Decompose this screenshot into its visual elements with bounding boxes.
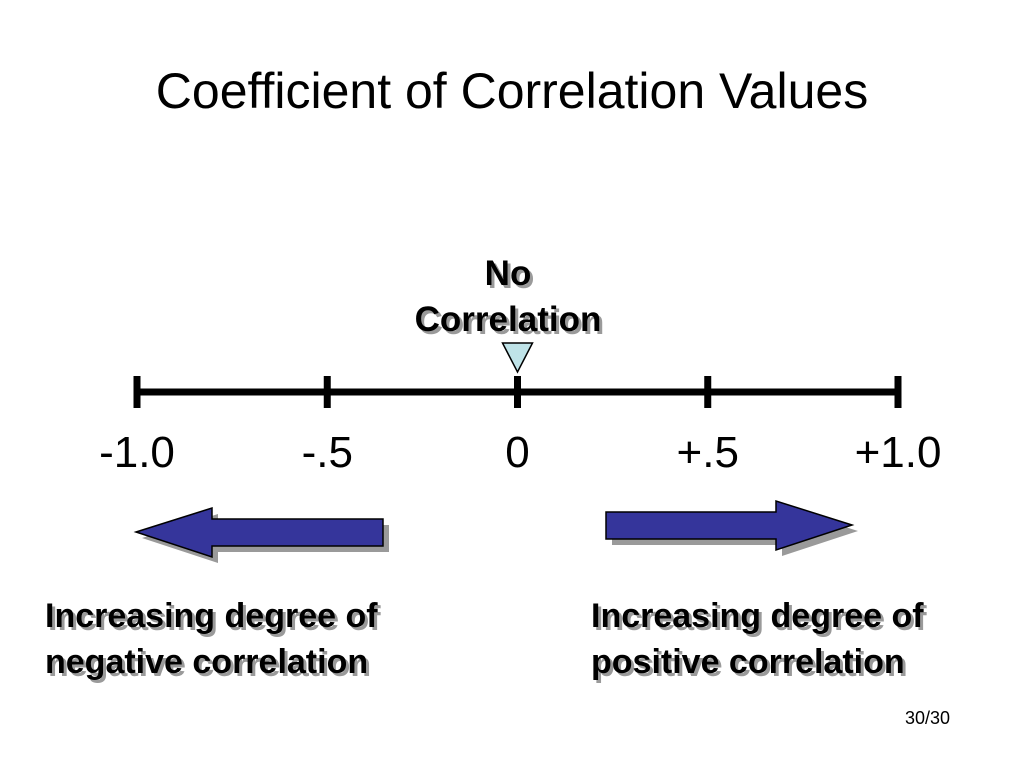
slide-number: 30/30 — [905, 708, 951, 728]
number-line — [133, 376, 902, 408]
right-arrow-body — [605, 499, 855, 552]
no-correlation-label: No Correlation — [358, 251, 658, 343]
left-arrow-body — [133, 506, 384, 559]
positive-caption-line2: positive correlation — [591, 643, 905, 681]
scale-tick-label: +.5 — [676, 428, 739, 477]
slide-title: Coefficient of Correlation Values — [155, 63, 869, 119]
negative-caption-line1: Increasing degree of — [45, 597, 378, 635]
positive-correlation-caption: Increasing degree of positive correlatio… — [591, 593, 924, 685]
scale-tick-label: 0 — [505, 428, 530, 477]
positive-caption-line1: Increasing degree of — [591, 597, 924, 635]
left-arrow — [133, 506, 389, 563]
negative-correlation-caption: Increasing degree of negative correlatio… — [45, 593, 378, 685]
scale-tick-label: -1.0 — [99, 428, 175, 477]
no-correlation-label-line1: No — [484, 254, 532, 293]
scale-tick-label: -.5 — [301, 428, 353, 477]
scale-tick-label: +1.0 — [854, 428, 942, 477]
no-correlation-label-line2: Correlation — [414, 300, 602, 339]
right-arrow — [605, 499, 858, 556]
negative-caption-line2: negative correlation — [45, 643, 369, 681]
no-correlation-marker-triangle — [501, 342, 534, 374]
